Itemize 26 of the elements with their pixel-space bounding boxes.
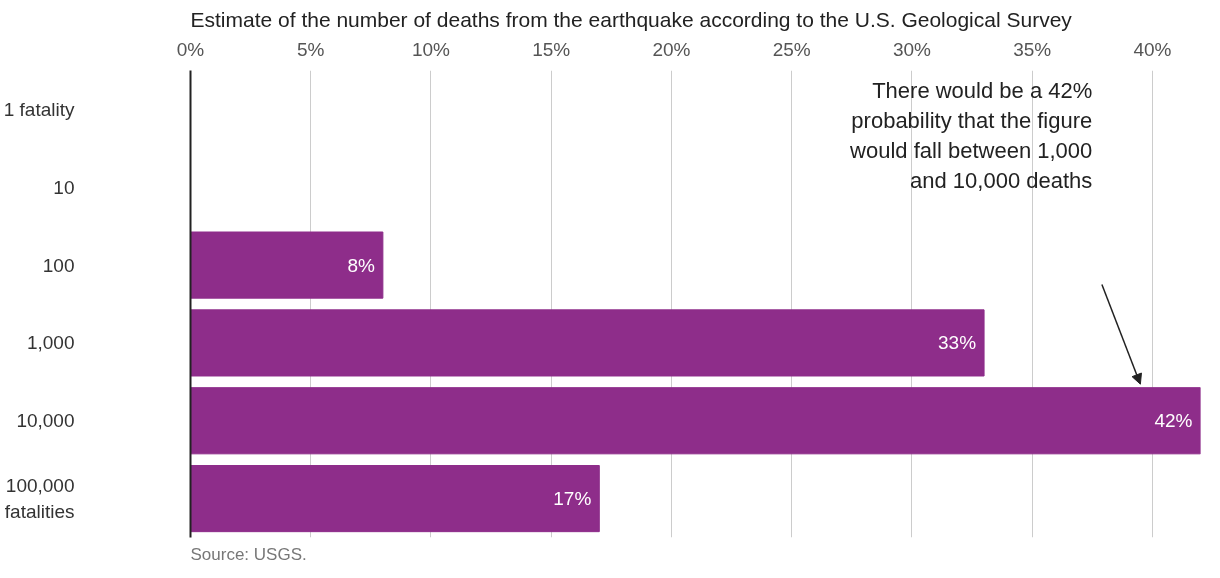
bar xyxy=(190,387,1201,455)
y-tick-label: 1,000 xyxy=(26,332,75,354)
bar xyxy=(190,231,384,299)
x-tick-label: 40% xyxy=(1133,38,1172,60)
x-tick-label: 25% xyxy=(772,38,811,60)
x-tick-label: 5% xyxy=(297,38,325,60)
data-label: 42% xyxy=(1154,410,1193,432)
data-label: 8% xyxy=(347,254,375,276)
x-tick-label: 15% xyxy=(532,38,571,60)
x-tick-label: 10% xyxy=(411,38,451,60)
y-tick-label: 1 fatality xyxy=(3,98,75,120)
x-tick-label: 0% xyxy=(176,38,205,60)
bar xyxy=(190,465,600,533)
x-tick-label: 30% xyxy=(892,38,932,60)
source-note: Source: USGS. xyxy=(190,544,307,564)
y-tick-label: 100 xyxy=(42,254,75,276)
data-label: 33% xyxy=(938,332,977,354)
x-tick-label: 20% xyxy=(652,38,691,60)
y-tick-label: 100,000 fatalities xyxy=(4,475,75,522)
annotation: There would be a 42% probability that the figure would fall between 1,000 and 10,000 deaths xyxy=(849,78,1093,194)
y-tick-label: 10,000 xyxy=(16,410,75,432)
bar xyxy=(190,309,985,377)
data-label: 17% xyxy=(553,488,592,510)
x-tick-label: 35% xyxy=(1013,38,1052,60)
y-tick-label: 10 xyxy=(53,176,75,198)
chart-title: Estimate of the number of deaths from the earthquake according to the U.S. Geological Survey xyxy=(190,7,1073,31)
